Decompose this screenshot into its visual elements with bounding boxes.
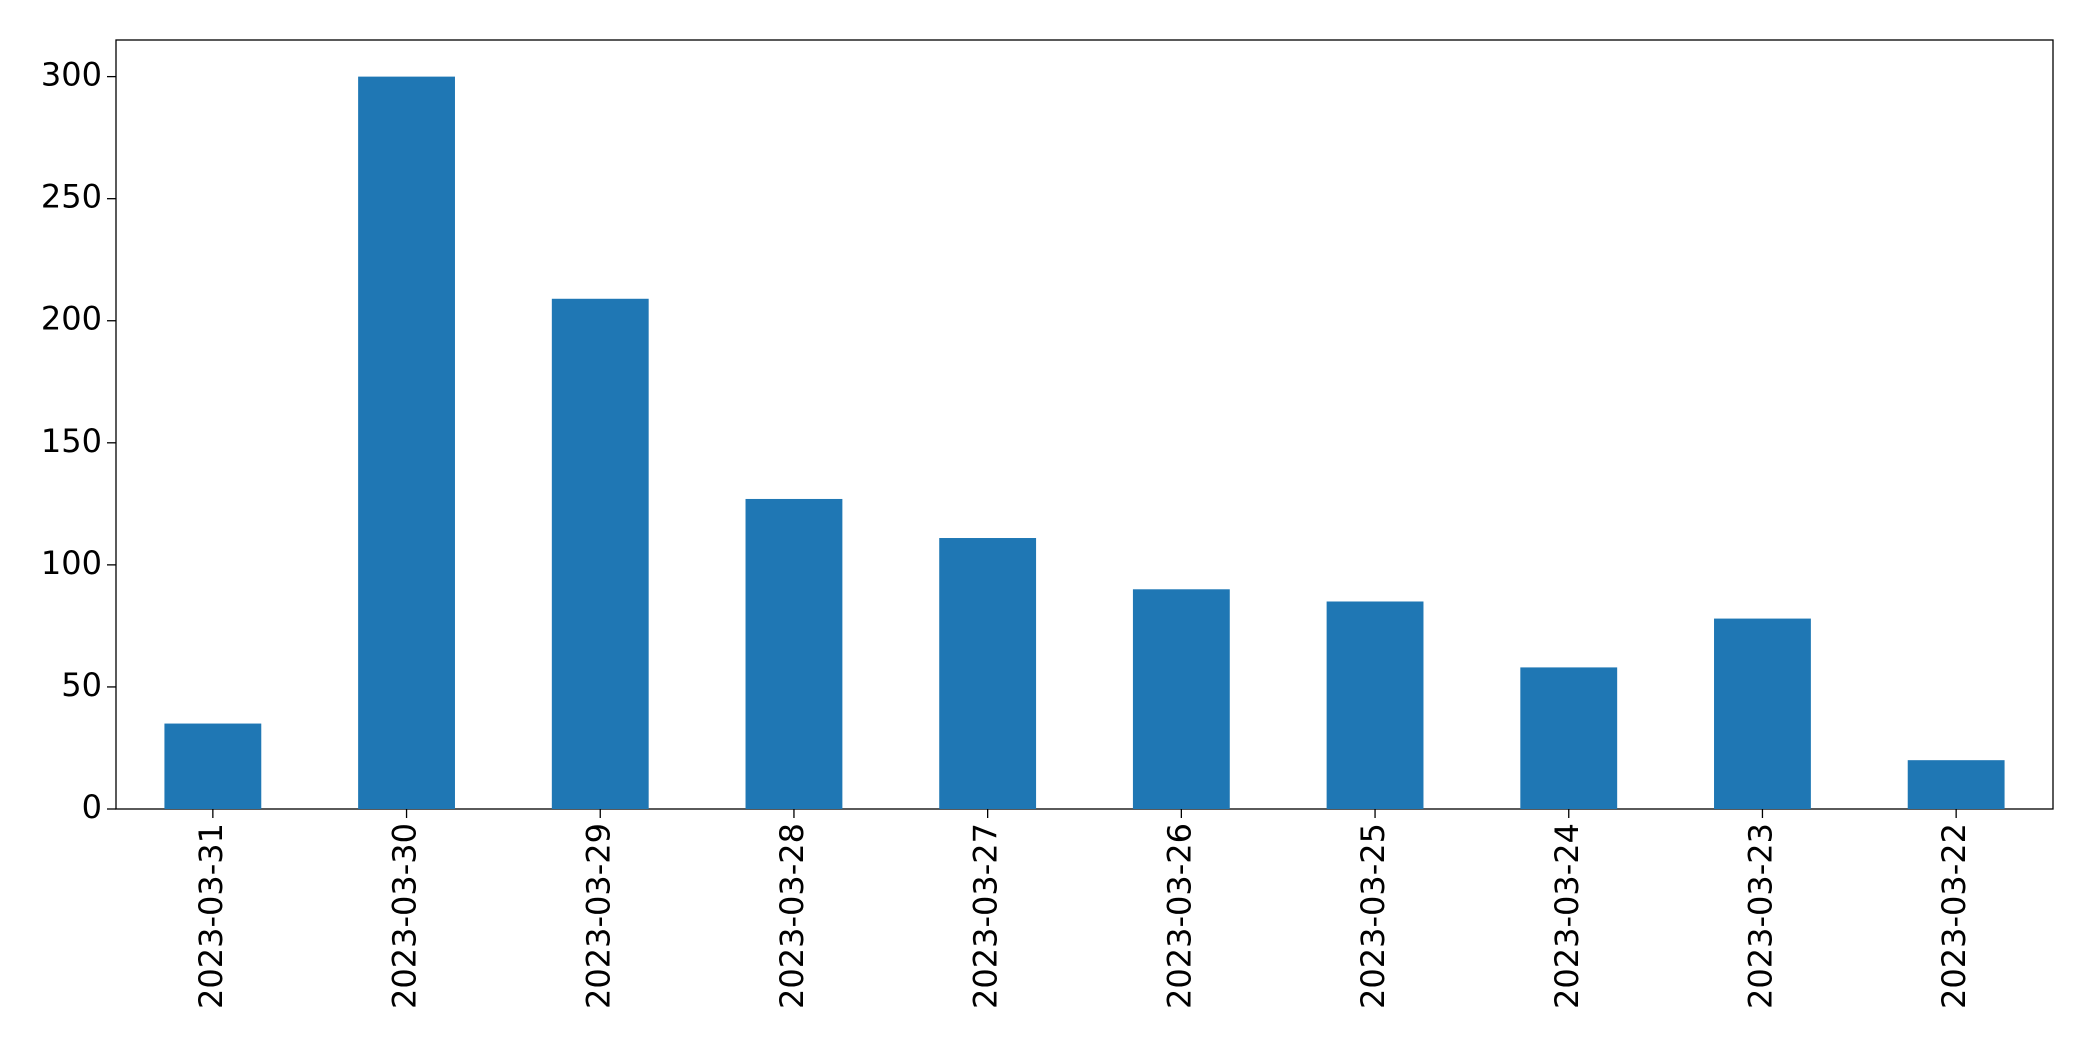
bar xyxy=(551,298,649,809)
y-tick-label: 0 xyxy=(82,788,102,826)
x-tick-label: 2023-03-25 xyxy=(1354,823,1392,1009)
bar xyxy=(358,76,455,810)
plot-frame xyxy=(115,39,2054,810)
y-tick-label: 300 xyxy=(41,56,102,94)
x-tick-label: 2023-03-31 xyxy=(192,823,230,1009)
x-tick-label: 2023-03-24 xyxy=(1548,823,1586,1009)
y-tick-label: 150 xyxy=(41,422,102,460)
y-tick-label: 50 xyxy=(61,666,102,704)
bar xyxy=(1714,618,1811,809)
x-tick-label: 2023-03-22 xyxy=(1935,823,1973,1009)
bar xyxy=(164,723,262,809)
x-tick-label: 2023-03-26 xyxy=(1160,823,1198,1009)
x-tick-label: 2023-03-23 xyxy=(1741,823,1779,1009)
x-tick-label: 2023-03-30 xyxy=(386,823,424,1009)
x-tick-label: 2023-03-29 xyxy=(579,823,617,1009)
bar xyxy=(1520,667,1618,809)
x-tick-label: 2023-03-28 xyxy=(773,823,811,1009)
y-tick-label: 100 xyxy=(41,544,102,582)
bar xyxy=(1907,760,2005,809)
bar xyxy=(745,498,843,809)
y-tick-label: 200 xyxy=(41,300,102,338)
bar xyxy=(1326,601,1424,809)
y-tick-label: 250 xyxy=(41,178,102,216)
bar xyxy=(939,538,1037,809)
x-tick-label: 2023-03-27 xyxy=(967,823,1005,1009)
bar xyxy=(1132,589,1230,809)
